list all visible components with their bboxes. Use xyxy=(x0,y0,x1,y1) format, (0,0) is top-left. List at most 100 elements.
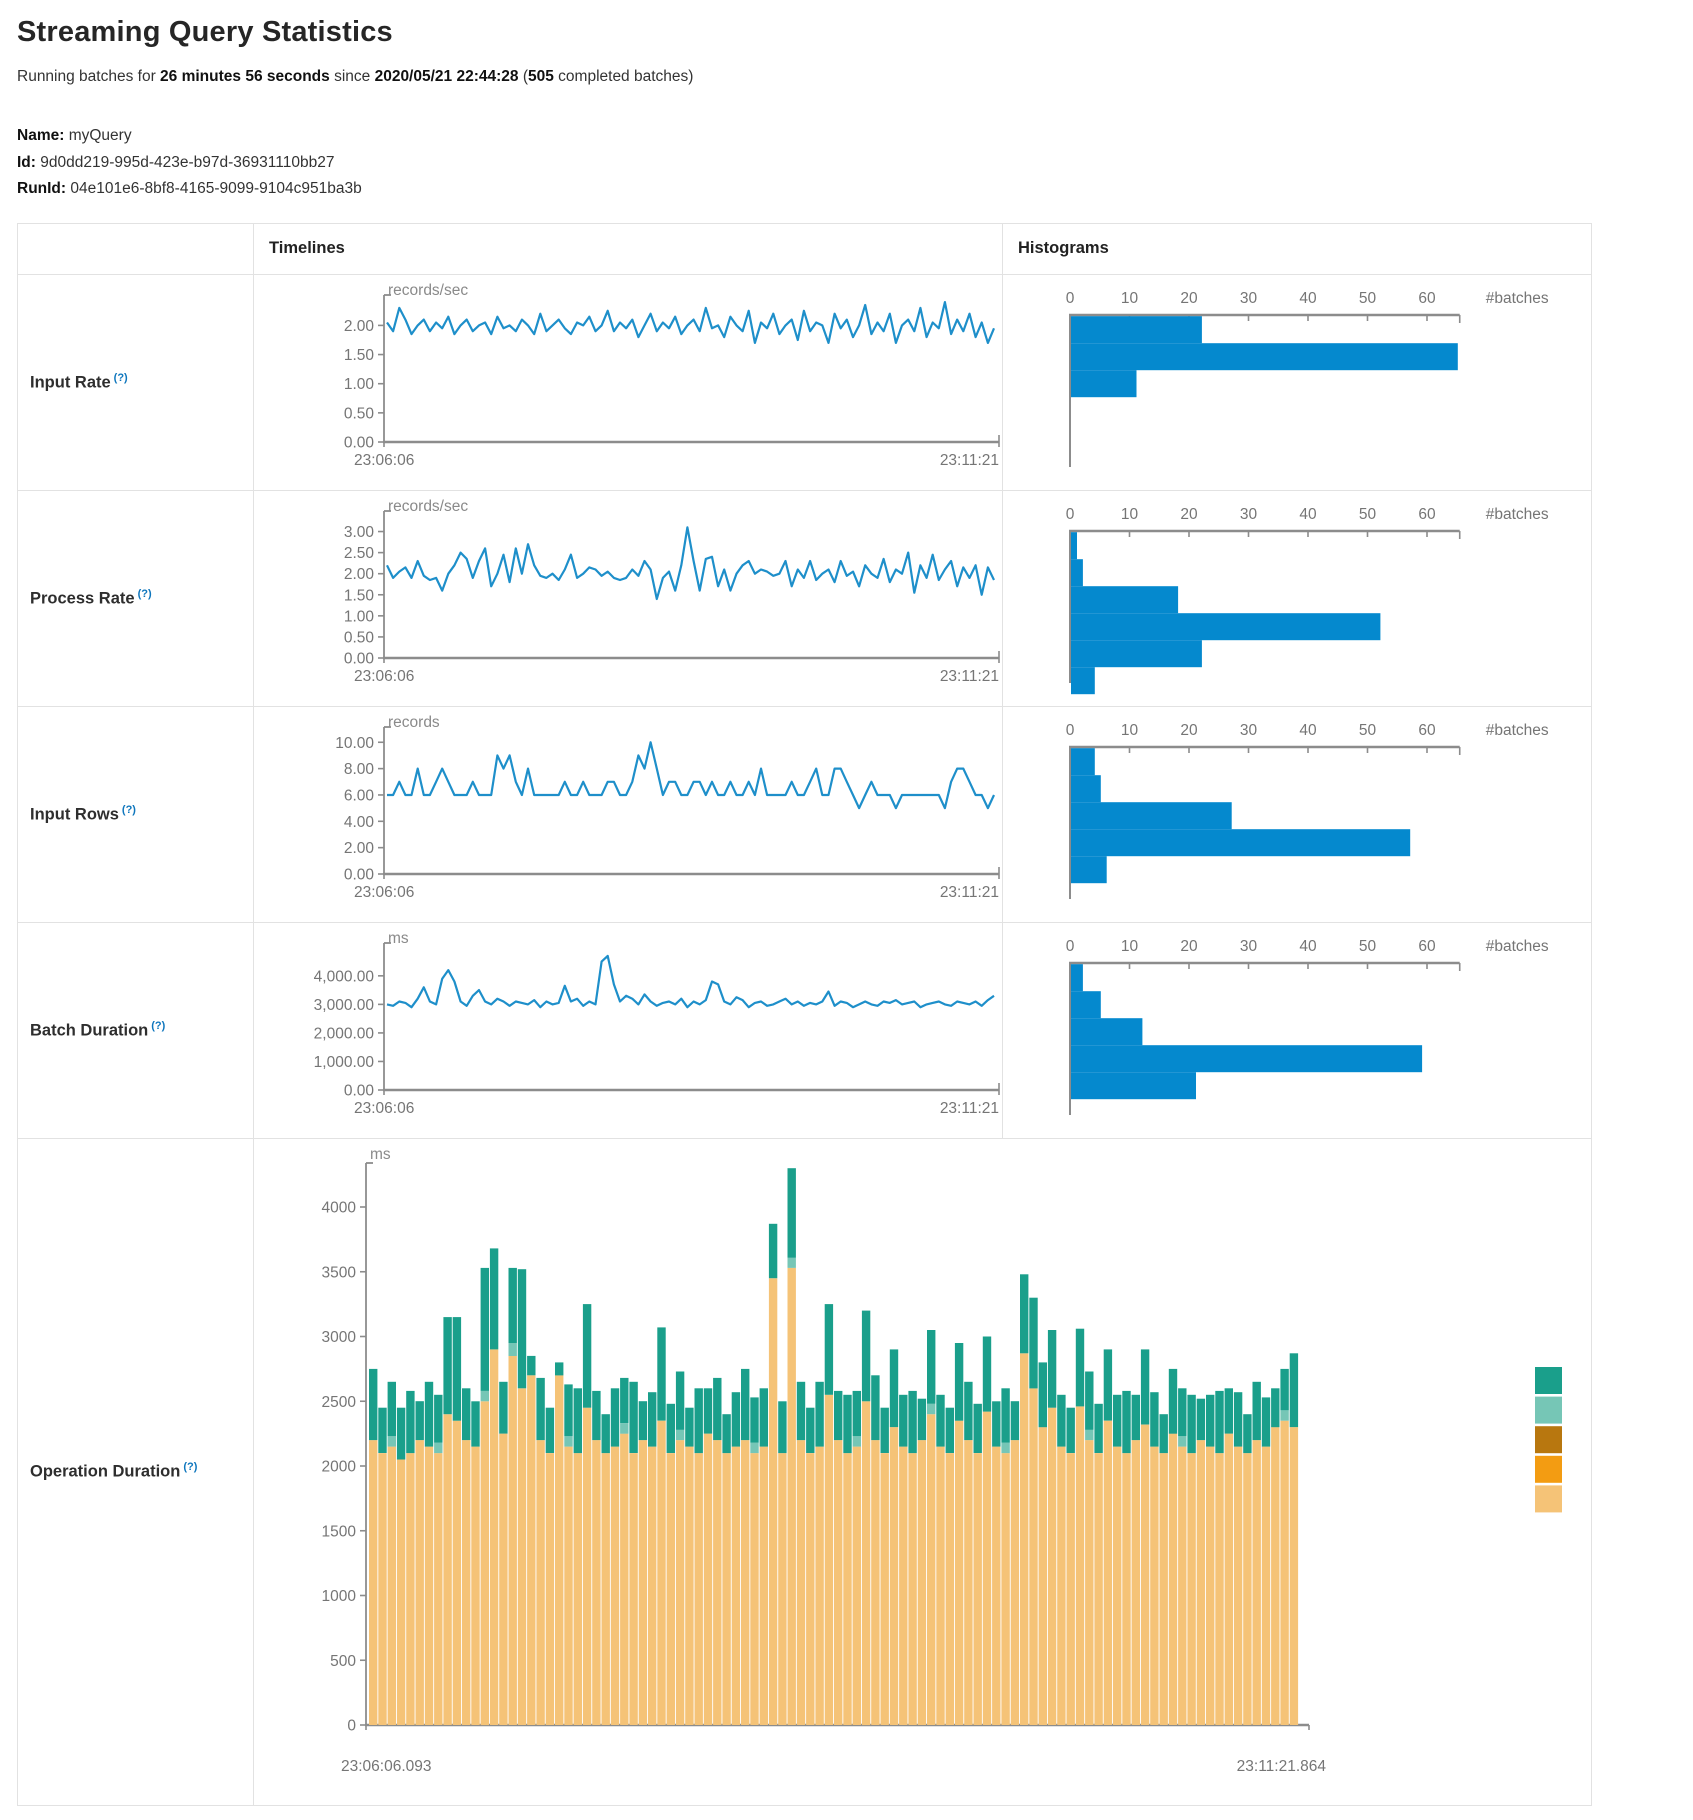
stacked-bar-segment xyxy=(592,1439,601,1725)
svg-text:30: 30 xyxy=(1240,722,1258,739)
svg-text:1.50: 1.50 xyxy=(344,587,375,604)
table-row-batch-duration: Batch Duration (?) ms 4,000.00 3,000.00 2,00… xyxy=(17,921,1592,1139)
stacked-bar-segment xyxy=(1131,1439,1140,1725)
query-id-line: Id: 9d0dd219-995d-423e-b97d-36931110bb27 xyxy=(17,153,335,171)
stacked-bar-segment xyxy=(1001,1387,1010,1443)
table-row-operation-duration: Operation Duration (?) ms 4000 3500 3000 2500… xyxy=(17,1137,1592,1806)
stacked-bar-segment xyxy=(722,1452,731,1725)
timeline-series xyxy=(386,954,995,1008)
stacked-bar-segment xyxy=(1103,1348,1113,1421)
stacked-bar-segment xyxy=(1261,1396,1271,1447)
stacked-bar-segment xyxy=(369,1439,378,1725)
histogram-bar xyxy=(1071,1017,1143,1045)
stacked-bar-segment xyxy=(815,1446,824,1725)
stacked-bar-segment xyxy=(396,1407,406,1459)
svg-text:6.00: 6.00 xyxy=(344,787,375,804)
stacked-bar-segment xyxy=(703,1433,713,1725)
histogram-bar xyxy=(1071,963,1083,991)
stacked-bar-segment xyxy=(629,1452,638,1725)
help-icon[interactable]: (?) xyxy=(121,803,136,816)
stacked-bar-segment xyxy=(1168,1433,1178,1725)
stacked-bar-segment xyxy=(471,1400,480,1447)
help-icon[interactable]: (?) xyxy=(183,1461,198,1474)
row-label-operation-duration: Operation Duration (?) xyxy=(17,1137,254,1806)
batch-duration-timeline-chart: ms4,000.003,000.002,000.001,000.000.0023… xyxy=(314,930,1000,1117)
histogram-bar xyxy=(1071,342,1458,370)
stacked-bar-segment xyxy=(378,1407,387,1453)
stacked-bar-segment xyxy=(573,1452,582,1725)
stacked-bar-segment xyxy=(434,1452,443,1725)
stacked-bar-segment xyxy=(945,1407,954,1453)
operation-duration-legend-swatch xyxy=(1535,1366,1562,1394)
svg-text:3.00: 3.00 xyxy=(344,524,375,541)
stacked-bar-segment xyxy=(927,1413,936,1725)
stacked-bar-segment xyxy=(489,1348,499,1725)
stacked-bar-segment xyxy=(415,1439,424,1725)
stacked-bar-segment xyxy=(741,1368,750,1440)
stacked-bar-segment xyxy=(899,1394,908,1447)
stacked-bar-segment xyxy=(722,1413,731,1453)
stacked-bar-segment xyxy=(796,1439,806,1725)
stacked-bar-segment xyxy=(1178,1435,1187,1447)
svg-text:8.00: 8.00 xyxy=(344,761,375,778)
svg-text:30: 30 xyxy=(1240,938,1258,955)
stacked-bar-segment xyxy=(1029,1297,1038,1388)
histogram-bar xyxy=(1071,585,1179,613)
query-info: Name: myQuery Id: 9d0dd219-995d-423e-b97… xyxy=(17,123,1693,203)
svg-text:0: 0 xyxy=(347,1717,356,1734)
stacked-bar-segment xyxy=(601,1452,610,1725)
stacked-bar-segment xyxy=(443,1316,452,1414)
stacked-bar-segment xyxy=(638,1439,648,1725)
histogram-bar xyxy=(1071,1071,1196,1099)
stacked-bar-segment xyxy=(787,1167,796,1258)
help-icon[interactable]: (?) xyxy=(151,1019,166,1032)
stacked-bar-segment xyxy=(564,1435,573,1447)
stacked-bar-segment xyxy=(1224,1387,1233,1434)
stacked-bar-segment xyxy=(759,1387,768,1447)
svg-text:23:06:06: 23:06:06 xyxy=(354,1100,414,1117)
stacked-bar-segment xyxy=(731,1446,741,1725)
stacked-bar-segment xyxy=(378,1452,387,1725)
stacked-bar-segment xyxy=(1271,1426,1280,1725)
stacked-bar-segment xyxy=(685,1446,694,1725)
input-rows-histogram-chart: 0 10 20 30 40 50 60 #batches xyxy=(1066,722,1549,899)
svg-text:ms: ms xyxy=(370,1146,391,1163)
stacked-bar-segment xyxy=(545,1452,555,1725)
stacked-bar-segment xyxy=(1243,1452,1252,1725)
svg-text:40: 40 xyxy=(1299,938,1317,955)
stacked-bar-segment xyxy=(741,1439,750,1725)
svg-text:2.50: 2.50 xyxy=(344,545,375,562)
help-icon[interactable]: (?) xyxy=(137,587,152,600)
stacked-bar-segment xyxy=(871,1374,880,1440)
stacked-bar-segment xyxy=(387,1381,396,1436)
stacked-bar-segment xyxy=(1113,1446,1122,1725)
stacked-bar-segment xyxy=(1196,1439,1206,1725)
svg-text:0.00: 0.00 xyxy=(344,1082,375,1099)
statistics-table: Timelines Histograms Input Rate (?) recor… xyxy=(17,222,1592,1806)
svg-text:2.00: 2.00 xyxy=(344,317,375,334)
row-label-input-rows: Input Rows (?) xyxy=(17,705,254,923)
svg-text:23:06:06: 23:06:06 xyxy=(354,668,414,685)
svg-text:2500: 2500 xyxy=(322,1393,357,1410)
svg-text:2000: 2000 xyxy=(322,1458,357,1475)
table-row-input-rows: Input Rows (?) records 10.00 8.00 6.00 4.00 2.… xyxy=(17,705,1592,923)
stacked-bar-segment xyxy=(629,1381,638,1453)
stacked-bar-segment xyxy=(480,1400,489,1725)
svg-text:ms: ms xyxy=(388,930,409,947)
stacked-bar-segment xyxy=(1280,1368,1289,1410)
stacked-bar-segment xyxy=(936,1446,945,1725)
stacked-bar-segment xyxy=(1140,1424,1150,1725)
histogram-bar xyxy=(1071,666,1095,694)
operation-duration-legend-swatch xyxy=(1535,1455,1562,1483)
stacked-bar-segment xyxy=(778,1452,787,1725)
operation-duration-stacked-chart: ms 4000 3500 3000 2500 2000 1500 1000 500 0 23:06:… xyxy=(322,1146,1562,1775)
stacked-bar-segment xyxy=(396,1459,406,1725)
stacked-bar-segment xyxy=(927,1403,936,1414)
help-icon[interactable]: (?) xyxy=(113,371,128,384)
svg-text:#batches: #batches xyxy=(1486,722,1549,739)
stacked-bar-segment xyxy=(787,1257,796,1268)
stacked-bar-segment xyxy=(806,1407,815,1453)
stacked-bar-segment xyxy=(573,1387,582,1453)
svg-text:3500: 3500 xyxy=(322,1264,357,1281)
histogram-bar xyxy=(1071,990,1101,1018)
